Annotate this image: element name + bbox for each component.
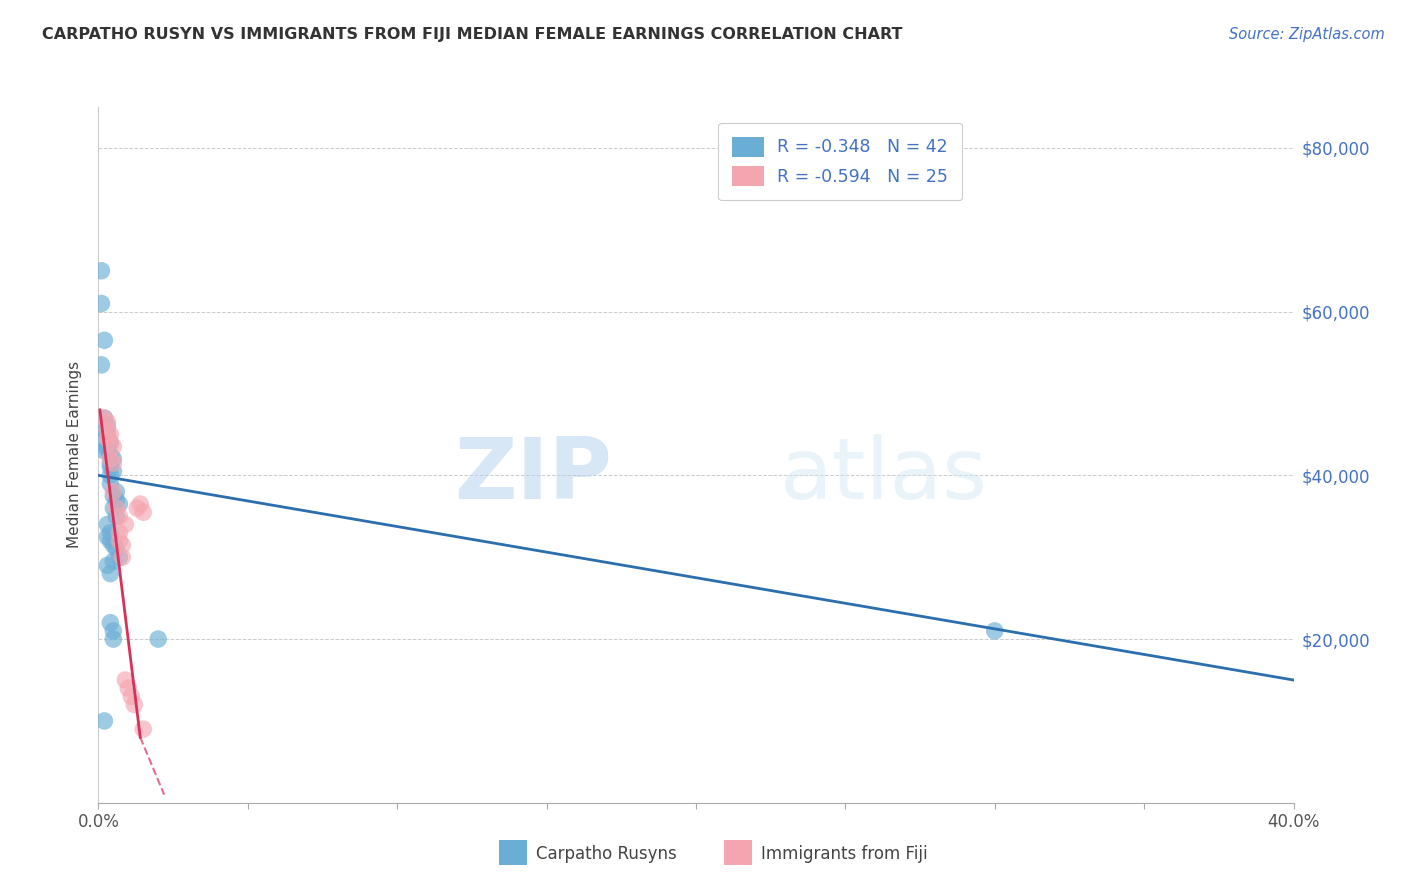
Point	[96, 432, 118, 446]
Point	[984, 624, 1007, 638]
Text: Source: ZipAtlas.com: Source: ZipAtlas.com	[1229, 27, 1385, 42]
Point	[148, 632, 170, 646]
Point	[117, 681, 139, 696]
Text: Carpatho Rusyns: Carpatho Rusyns	[536, 845, 676, 863]
Point	[96, 442, 118, 457]
Point	[103, 456, 125, 470]
Point	[100, 476, 122, 491]
Point	[129, 497, 152, 511]
Point	[105, 501, 128, 516]
Point	[120, 690, 142, 704]
Point	[100, 435, 122, 450]
Point	[103, 554, 125, 568]
Point	[96, 419, 118, 434]
Point	[103, 484, 125, 499]
Point	[90, 358, 112, 372]
Point	[93, 443, 115, 458]
Point	[93, 411, 115, 425]
Point	[100, 533, 122, 548]
Point	[96, 415, 118, 429]
Point	[124, 698, 146, 712]
Point	[132, 505, 155, 519]
Point	[96, 517, 118, 532]
Point	[105, 492, 128, 507]
Legend: R = -0.348   N = 42, R = -0.594   N = 25: R = -0.348 N = 42, R = -0.594 N = 25	[718, 123, 962, 200]
Point	[93, 714, 115, 728]
Point	[103, 464, 125, 478]
Point	[96, 423, 118, 437]
Point	[100, 427, 122, 442]
Point	[103, 452, 125, 467]
Point	[100, 448, 122, 462]
Point	[93, 411, 115, 425]
Point	[111, 550, 134, 565]
Point	[93, 334, 115, 348]
Point	[103, 489, 125, 503]
Text: atlas: atlas	[779, 434, 987, 517]
Point	[100, 615, 122, 630]
Point	[103, 538, 125, 552]
Point	[105, 542, 128, 557]
Point	[96, 530, 118, 544]
Point	[108, 525, 131, 540]
Text: CARPATHO RUSYN VS IMMIGRANTS FROM FIJI MEDIAN FEMALE EARNINGS CORRELATION CHART: CARPATHO RUSYN VS IMMIGRANTS FROM FIJI M…	[42, 27, 903, 42]
Point	[103, 440, 125, 454]
Point	[114, 673, 136, 687]
Point	[105, 484, 128, 499]
Point	[103, 632, 125, 646]
Point	[132, 722, 155, 736]
Y-axis label: Median Female Earnings: Median Female Earnings	[67, 361, 83, 549]
Text: ZIP: ZIP	[454, 434, 613, 517]
Point	[93, 432, 115, 446]
Text: Immigrants from Fiji: Immigrants from Fiji	[761, 845, 928, 863]
Point	[105, 509, 128, 524]
Point	[103, 624, 125, 638]
Point	[103, 501, 125, 516]
Point	[100, 456, 122, 470]
Point	[96, 440, 118, 454]
Point	[100, 525, 122, 540]
Point	[111, 538, 134, 552]
Point	[114, 517, 136, 532]
Point	[100, 460, 122, 475]
Point	[108, 533, 131, 548]
Point	[100, 435, 122, 450]
Point	[100, 452, 122, 467]
Point	[100, 566, 122, 581]
Point	[108, 550, 131, 565]
Point	[90, 264, 112, 278]
Point	[108, 497, 131, 511]
Point	[93, 423, 115, 437]
Point	[90, 296, 112, 310]
Point	[100, 468, 122, 483]
Point	[96, 427, 118, 442]
Point	[108, 509, 131, 524]
Point	[96, 558, 118, 573]
Point	[127, 501, 149, 516]
